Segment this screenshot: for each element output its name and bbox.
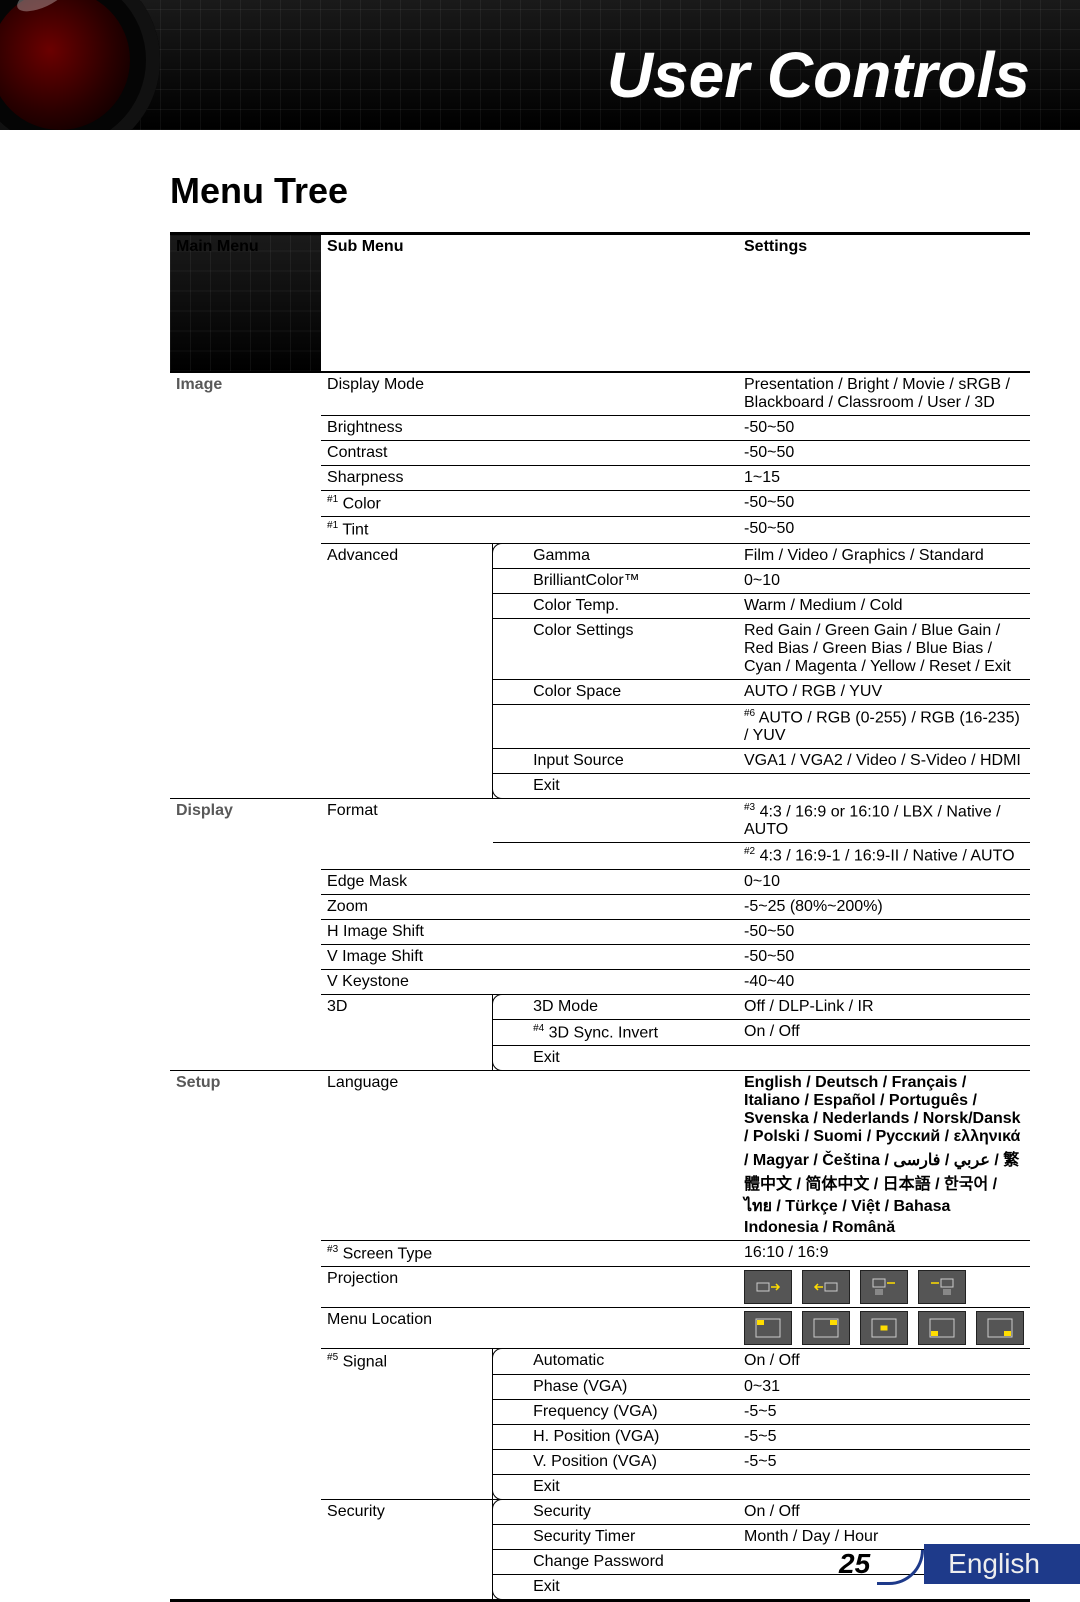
loc-tl-icon: [744, 1311, 792, 1345]
set-contrast: -50~50: [738, 441, 1030, 466]
proj-front-ceiling-icon: [860, 1270, 908, 1304]
set-color: -50~50: [738, 491, 1030, 517]
sub-tint: #1 Tint: [321, 517, 493, 543]
sub-contrast: Contrast: [321, 441, 493, 466]
l3-sectimer: Security Timer: [493, 1525, 738, 1550]
set-projection-icons: [738, 1267, 1030, 1308]
l3-image-exit: Exit: [493, 773, 738, 798]
col-settings: Settings: [738, 234, 1030, 373]
main-display: Display: [170, 798, 321, 842]
sub-zoom: Zoom: [321, 894, 493, 919]
col-level3: [493, 234, 738, 373]
proj-rear-icon: [802, 1270, 850, 1304]
sub-format: Format: [321, 798, 493, 842]
set-vshift: -50~50: [738, 944, 1030, 969]
set-screentype: 16:10 / 16:9: [738, 1240, 1030, 1266]
set-format2: #2 4:3 / 16:9-1 / 16:9-II / Native / AUT…: [738, 843, 1030, 869]
set-language: English / Deutsch / Français / Italiano …: [738, 1070, 1030, 1240]
sub-language: Language: [321, 1070, 493, 1240]
set-colorsettings: Red Gain / Green Gain / Blue Gain / Red …: [738, 618, 1030, 679]
l3-colorsettings: Color Settings: [493, 618, 738, 679]
loc-bl-icon: [918, 1311, 966, 1345]
l3-vpos: V. Position (VGA): [493, 1450, 738, 1475]
footer-swoosh-icon: [876, 1544, 924, 1584]
set-hpos: -5~5: [738, 1425, 1030, 1450]
set-colorspace: AUTO / RGB / YUV: [738, 679, 1030, 704]
page-number: 25: [839, 1548, 870, 1580]
sub-edgemask: Edge Mask: [321, 869, 493, 894]
main-setup: Setup: [170, 1070, 321, 1240]
header-banner: User Controls: [0, 0, 1080, 130]
l3-frequency: Frequency (VGA): [493, 1400, 738, 1425]
l3-3dsync: #4 3D Sync. Invert: [493, 1019, 738, 1045]
l3-brilliantcolor: BrilliantColor™: [493, 568, 738, 593]
set-menulocation-icons: [738, 1308, 1030, 1349]
sub-advanced: Advanced: [321, 543, 493, 568]
set-format1: #3 4:3 / 16:9 or 16:10 / LBX / Native / …: [738, 798, 1030, 842]
set-edgemask: 0~10: [738, 869, 1030, 894]
footer-language: English: [924, 1544, 1080, 1584]
loc-br-icon: [976, 1311, 1024, 1345]
set-inputsource: VGA1 / VGA2 / Video / S-Video / HDMI: [738, 748, 1030, 773]
set-brilliantcolor: 0~10: [738, 568, 1030, 593]
sub-security: Security: [321, 1500, 493, 1525]
sub-projection: Projection: [321, 1267, 493, 1308]
set-brightness: -50~50: [738, 416, 1030, 441]
sub-sharpness: Sharpness: [321, 466, 493, 491]
set-hshift: -50~50: [738, 919, 1030, 944]
l3-3d-exit: Exit: [493, 1045, 738, 1070]
sub-signal: #5 Signal: [321, 1349, 493, 1375]
l3-automatic: Automatic: [493, 1349, 738, 1375]
set-vpos: -5~5: [738, 1450, 1030, 1475]
sub-screentype: #3 Screen Type: [321, 1240, 493, 1266]
menu-tree-table: Main Menu Sub Menu Settings Image Displa…: [170, 232, 1030, 1602]
sub-vshift: V Image Shift: [321, 944, 493, 969]
set-automatic: On / Off: [738, 1349, 1030, 1375]
proj-rear-ceiling-icon: [918, 1270, 966, 1304]
col-main-menu: Main Menu: [170, 234, 321, 373]
l3-security-exit: Exit: [493, 1575, 738, 1601]
set-3dsync: On / Off: [738, 1019, 1030, 1045]
sub-color: #1 Color: [321, 491, 493, 517]
set-vkeystone: -40~40: [738, 969, 1030, 994]
sub-brightness: Brightness: [321, 416, 493, 441]
l3-gamma: Gamma: [493, 543, 738, 568]
loc-tr-icon: [802, 1311, 850, 1345]
main-image: Image: [170, 372, 321, 416]
set-security: On / Off: [738, 1500, 1030, 1525]
proj-front-icon: [744, 1270, 792, 1304]
l3-hpos: H. Position (VGA): [493, 1425, 738, 1450]
lens-graphic: [0, 0, 160, 130]
set-sharpness: 1~15: [738, 466, 1030, 491]
l3-3dmode: 3D Mode: [493, 994, 738, 1019]
l3-colorspace: Color Space: [493, 679, 738, 704]
sub-3d: 3D: [321, 994, 493, 1019]
set-3dmode: Off / DLP-Link / IR: [738, 994, 1030, 1019]
loc-c-icon: [860, 1311, 908, 1345]
sub-display-mode: Display Mode: [321, 372, 493, 416]
set-phase: 0~31: [738, 1375, 1030, 1400]
sub-menulocation: Menu Location: [321, 1308, 493, 1349]
l3-phase: Phase (VGA): [493, 1375, 738, 1400]
set-tint: -50~50: [738, 517, 1030, 543]
sub-hshift: H Image Shift: [321, 919, 493, 944]
header-title: User Controls: [607, 38, 1030, 112]
l3-changepw: Change Password: [493, 1550, 738, 1575]
footer: 25 English: [839, 1544, 1080, 1584]
set-zoom: -5~25 (80%~200%): [738, 894, 1030, 919]
set-frequency: -5~5: [738, 1400, 1030, 1425]
l3-inputsource: Input Source: [493, 748, 738, 773]
set-gamma: Film / Video / Graphics / Standard: [738, 543, 1030, 568]
set-colortemp: Warm / Medium / Cold: [738, 593, 1030, 618]
l3-signal-exit: Exit: [493, 1475, 738, 1500]
col-sub-menu: Sub Menu: [321, 234, 493, 373]
set-colorspace2: #6 AUTO / RGB (0-255) / RGB (16-235) / Y…: [738, 704, 1030, 748]
set-display-mode: Presentation / Bright / Movie / sRGB / B…: [738, 372, 1030, 416]
l3-colortemp: Color Temp.: [493, 593, 738, 618]
section-title: Menu Tree: [170, 170, 1030, 212]
l3-security: Security: [493, 1500, 738, 1525]
sub-vkeystone: V Keystone: [321, 969, 493, 994]
